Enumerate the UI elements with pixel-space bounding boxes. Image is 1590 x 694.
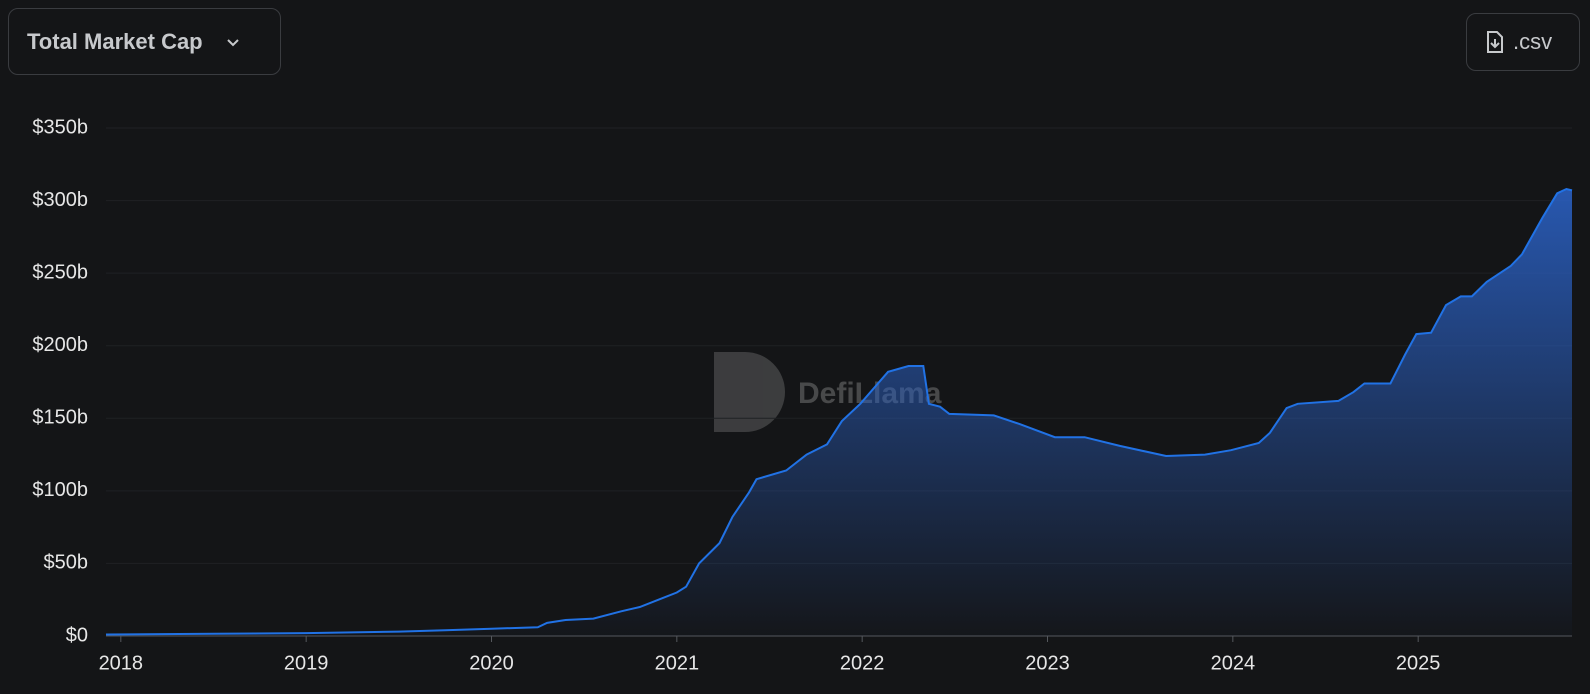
file-icon	[1487, 31, 1503, 53]
x-tick-label: 2024	[1211, 652, 1256, 674]
x-tick-label: 2025	[1396, 652, 1441, 674]
csv-button[interactable]: .csv	[1466, 13, 1580, 71]
y-tick-label: $0	[66, 624, 88, 646]
y-tick-label: $350b	[32, 116, 88, 138]
y-tick-label: $50b	[44, 552, 89, 574]
y-tick-label: $150b	[32, 407, 88, 429]
x-tick-label: 2021	[655, 652, 700, 674]
area-fill	[106, 189, 1572, 636]
metric-dropdown[interactable]: Total Market Cap	[8, 8, 281, 75]
chevron-icon	[226, 38, 239, 46]
x-tick-label: 2023	[1025, 652, 1070, 674]
csv-label: .csv	[1513, 29, 1553, 54]
x-tick-label: 2020	[469, 652, 514, 674]
dropdown-label: Total Market Cap	[27, 28, 203, 54]
x-tick-label: 2018	[99, 652, 144, 674]
series-line	[105, 187, 1573, 636]
y-tick-label: $250b	[32, 261, 88, 283]
y-tick-label: $100b	[32, 479, 88, 501]
x-tick-label: 2019	[284, 652, 329, 674]
y-tick-label: $200b	[32, 334, 88, 356]
y-tick-label: $300b	[32, 189, 88, 211]
x-tick-label: 2022	[840, 652, 885, 674]
